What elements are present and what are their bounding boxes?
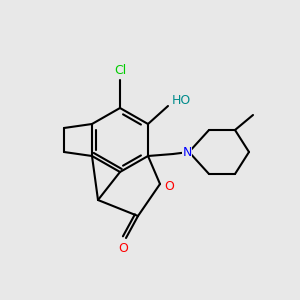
Text: O: O <box>164 179 174 193</box>
Text: HO: HO <box>171 94 190 107</box>
Text: O: O <box>118 242 128 254</box>
Text: Cl: Cl <box>114 64 126 76</box>
Text: N: N <box>182 146 192 160</box>
